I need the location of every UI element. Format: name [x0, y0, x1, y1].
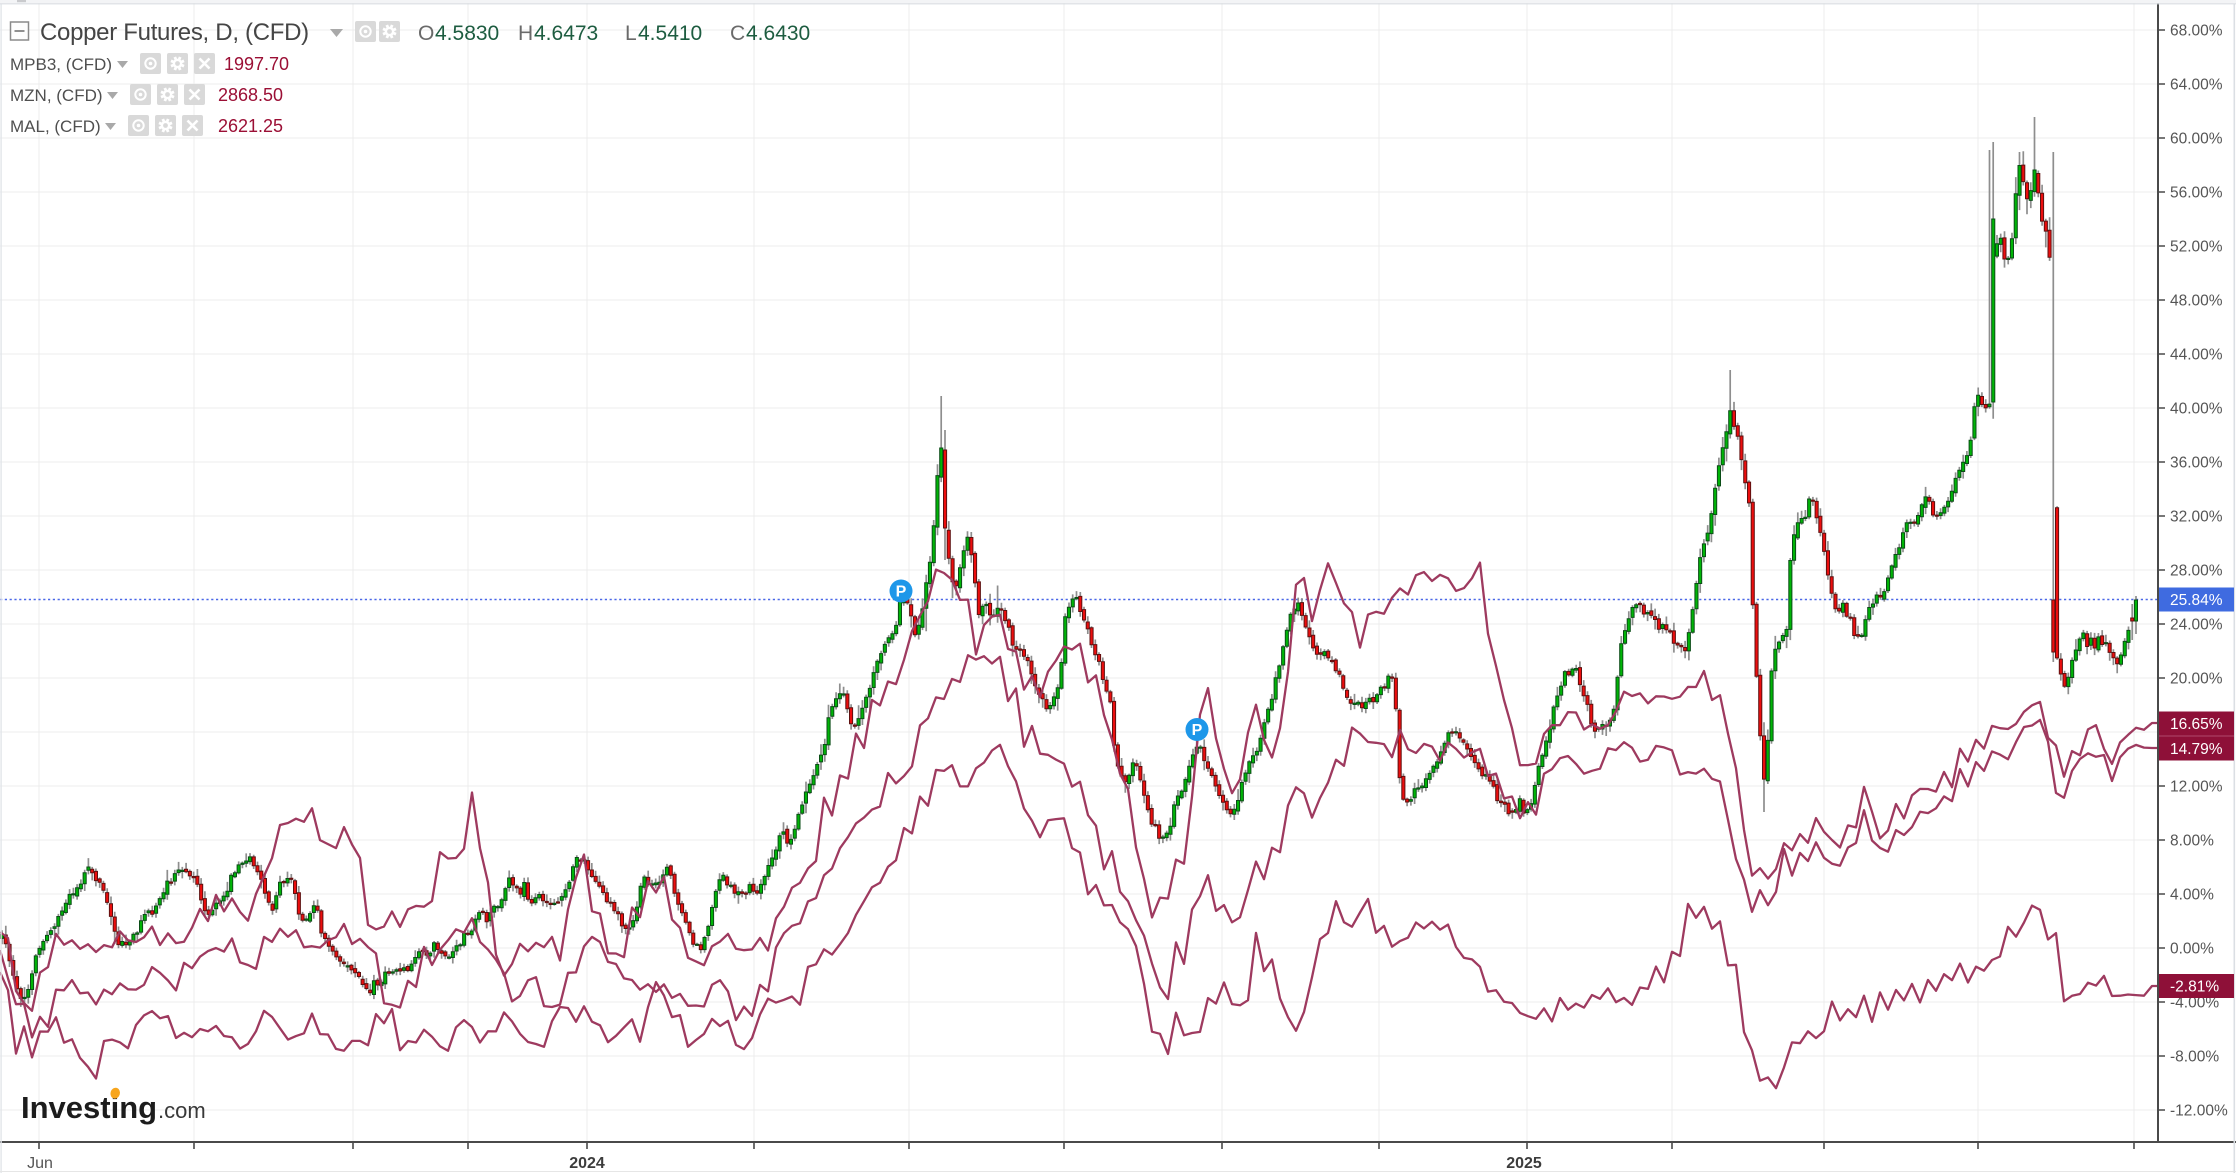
svg-text:8.00%: 8.00%: [2170, 833, 2214, 850]
svg-text:32.00%: 32.00%: [2170, 509, 2223, 526]
svg-text:MAL, (CFD): MAL, (CFD): [10, 117, 101, 136]
svg-text:Jun: Jun: [27, 1155, 53, 1172]
svg-text:4.5830: 4.5830: [435, 22, 499, 45]
svg-text:2024: 2024: [569, 1155, 605, 1172]
svg-text:2868.50: 2868.50: [218, 85, 283, 105]
svg-text:MPB3, (CFD): MPB3, (CFD): [10, 55, 112, 74]
svg-text:64.00%: 64.00%: [2170, 77, 2223, 94]
svg-text:14.79%: 14.79%: [2170, 741, 2223, 758]
svg-text:28.00%: 28.00%: [2170, 563, 2223, 580]
svg-text:12.00%: 12.00%: [2170, 779, 2223, 796]
svg-text:P: P: [896, 584, 907, 601]
svg-text:24.00%: 24.00%: [2170, 617, 2223, 634]
svg-text:4.00%: 4.00%: [2170, 887, 2214, 904]
svg-text:44.00%: 44.00%: [2170, 347, 2223, 364]
svg-text:36.00%: 36.00%: [2170, 455, 2223, 472]
svg-text:48.00%: 48.00%: [2170, 293, 2223, 310]
svg-text:2621.25: 2621.25: [218, 116, 283, 136]
svg-text:4.6473: 4.6473: [534, 22, 598, 45]
svg-text:-8.00%: -8.00%: [2170, 1049, 2219, 1066]
svg-text:60.00%: 60.00%: [2170, 131, 2223, 148]
svg-text:2025: 2025: [1506, 1155, 1542, 1172]
svg-text:C: C: [730, 22, 745, 45]
svg-text:P: P: [1192, 722, 1203, 739]
svg-text:25.84%: 25.84%: [2170, 592, 2223, 609]
svg-text:4.5410: 4.5410: [638, 22, 702, 45]
svg-text:1997.70: 1997.70: [224, 54, 289, 74]
svg-text:52.00%: 52.00%: [2170, 239, 2223, 256]
svg-text:-2.81%: -2.81%: [2170, 979, 2219, 996]
svg-text:L: L: [625, 22, 637, 45]
svg-text:H: H: [518, 22, 533, 45]
svg-text:-4.00%: -4.00%: [2170, 995, 2219, 1012]
svg-text:Copper Futures, D, (CFD): Copper Futures, D, (CFD): [40, 19, 309, 46]
svg-text:.com: .com: [158, 1098, 206, 1123]
svg-text:40.00%: 40.00%: [2170, 401, 2223, 418]
svg-text:MZN, (CFD): MZN, (CFD): [10, 86, 103, 105]
svg-text:20.00%: 20.00%: [2170, 671, 2223, 688]
svg-text:16.65%: 16.65%: [2170, 716, 2223, 733]
svg-text:-12.00%: -12.00%: [2170, 1103, 2228, 1120]
svg-text:4.6430: 4.6430: [746, 22, 810, 45]
svg-text:0.00%: 0.00%: [2170, 941, 2214, 958]
svg-text:Investing: Investing: [21, 1090, 157, 1125]
svg-text:56.00%: 56.00%: [2170, 185, 2223, 202]
svg-text:68.00%: 68.00%: [2170, 23, 2223, 40]
svg-text:O: O: [418, 22, 434, 45]
